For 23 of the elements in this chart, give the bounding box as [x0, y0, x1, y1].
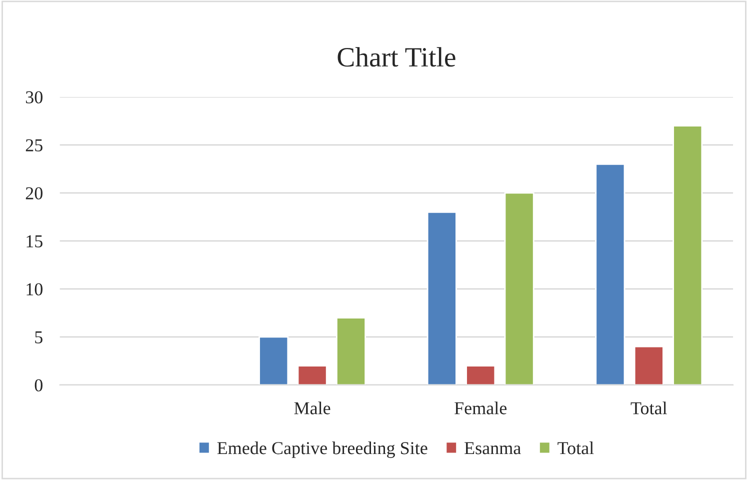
- y-tick-label: 20: [26, 187, 42, 200]
- y-tick-label: 10: [26, 283, 42, 296]
- bar: [634, 346, 664, 385]
- legend-label: Esanma: [464, 442, 521, 454]
- y-tick-label: 0: [34, 379, 42, 392]
- bar: [595, 163, 626, 385]
- x-tick-label: Total: [630, 402, 667, 414]
- bar: [426, 211, 457, 385]
- x-tick-label: Female: [454, 402, 507, 414]
- y-tick-label: 25: [26, 139, 42, 152]
- bar: [672, 125, 703, 385]
- legend-label: Total: [558, 442, 594, 454]
- bar: [466, 365, 496, 385]
- y-tick-label: 5: [35, 331, 42, 344]
- bar: [258, 336, 289, 385]
- bar: [336, 317, 366, 385]
- bar: [297, 365, 328, 385]
- y-tick-label: 15: [26, 235, 42, 248]
- legend-label: Emede Captive breeding Site: [217, 442, 428, 458]
- bar: [504, 192, 534, 385]
- chart-title: Chart Title: [338, 47, 456, 67]
- y-tick-label: 30: [26, 91, 42, 104]
- x-tick-label: Male: [294, 402, 330, 414]
